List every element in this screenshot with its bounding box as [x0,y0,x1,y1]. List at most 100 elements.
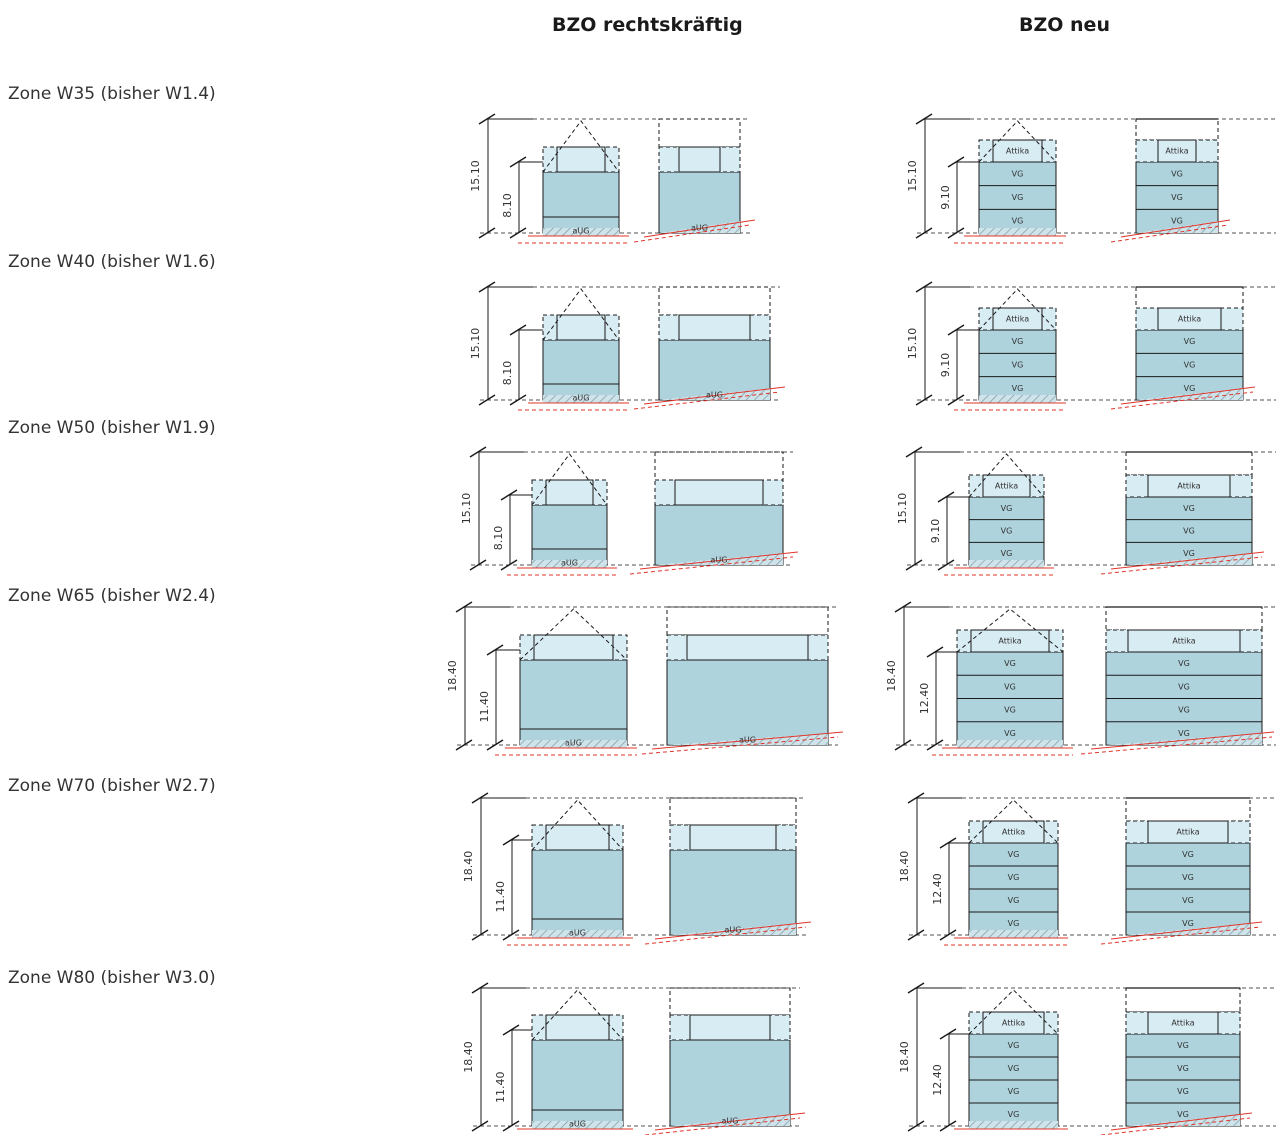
attic-block [545,1014,610,1041]
terrain-line [1110,391,1254,410]
vg-label: VG [1184,384,1196,393]
dimension-tick [478,281,496,293]
attic-block [678,146,721,173]
zone-diagram-6: 18.40 11.40 aUG aUG 18.40 12.40 VG VG VG VG Attika… [462,987,1276,1135]
terrain-line [639,551,799,570]
aug-label: aUG [569,929,586,938]
slope-hatch [1136,388,1243,400]
building-body [1135,329,1244,401]
building-body [669,1039,791,1127]
envelope [658,118,741,148]
building-body [666,659,829,746]
total-height-label: 15.10 [896,493,909,525]
vg-label: VG [1008,1064,1020,1073]
attika-label: Attika [995,482,1018,491]
roof-profile [542,288,620,341]
slope-hatch [1106,733,1262,745]
envelope [1125,451,1253,476]
envelope [654,451,784,481]
dimension-tick [500,489,518,501]
terrain-line [1110,921,1263,940]
aug-label: aUG [569,1120,586,1129]
dimension-tick [486,739,504,751]
vg-label: VG [1177,1064,1189,1073]
terrain-line [654,1112,806,1131]
dimension-tick [471,792,489,804]
basement-hatch [532,560,607,568]
zone-label: Zone W65 (bisher W2.4) [8,586,216,606]
vg-label: VG [1008,919,1020,928]
vg-label: VG [1012,384,1024,393]
zone-label: Zone W50 (bisher W1.9) [8,418,216,438]
attic-block [1127,629,1241,653]
roof-profile [978,120,1057,163]
total-height-label: 15.10 [469,328,482,360]
vg-label: VG [1008,1110,1020,1119]
eave-height-label: 8.10 [501,361,514,386]
building-body [531,1039,624,1127]
building-body [669,849,797,936]
slope-hatch [1126,553,1252,565]
total-height-label: 15.10 [460,493,473,525]
vg-label: VG [1012,193,1024,202]
vg-label: VG [1004,729,1016,738]
aug-label: aUG [691,224,708,233]
building-body [542,171,620,234]
dimension-tick [471,929,489,941]
eave-height-label: 12.40 [931,873,944,905]
vg-label: VG [1182,919,1194,928]
dimension-tick [915,227,933,239]
attika-label: Attika [1178,315,1201,324]
dimension-tick [926,739,944,751]
basement-hatch [532,1121,623,1129]
slope-hatch [667,733,828,745]
dimension-tick [947,156,965,168]
basement-hatch [543,228,619,236]
basement-hatch [532,930,623,938]
envelope [1135,286,1244,309]
vg-label: VG [1004,659,1016,668]
dimension-tick [478,227,496,239]
zone-diagram-4: 18.40 11.40 aUG aUG 18.40 12.40 VG VG VG VG Attika… [446,606,1276,756]
terrain-line [1100,926,1261,945]
zone-label: Zone W40 (bisher W1.6) [8,252,216,272]
attika-label: Attika [998,637,1021,646]
terrain-line [651,731,844,750]
dimension-tick [937,491,955,503]
dimension-tick [471,982,489,994]
attic-block [689,1014,771,1041]
attic-block [678,314,751,341]
aug-label: aUG [722,1117,739,1126]
dimension-tick [502,834,520,846]
basement-hatch [979,395,1056,403]
envelope [1125,987,1241,1013]
zone-diagram-1: 15.10 8.10 aUG aUG 15.10 9.10 VG VG VG Attika VG VG… [469,118,1276,244]
zone-diagram-2: 15.10 8.10 aUG aUG 15.10 9.10 VG VG VG Attika VG VG… [469,286,1276,411]
terrain-line [633,224,751,243]
dimension-tick [915,394,933,406]
total-height-label: 15.10 [906,160,919,192]
attic-block [982,474,1031,498]
dimension-tick [455,601,473,613]
vg-label: VG [1178,706,1190,715]
vg-label: VG [1182,850,1194,859]
vg-label: VG [1184,337,1196,346]
aug-label: aUG [561,559,578,568]
vg-label: VG [1182,873,1194,882]
aug-label: aUG [573,394,590,403]
envelope [1105,606,1263,631]
dimension-tick [915,281,933,293]
total-height-label: 18.40 [446,660,459,692]
vg-label: VG [1001,549,1013,558]
vg-label: VG [1182,896,1194,905]
total-height-label: 18.40 [885,660,898,692]
vg-label: VG [1008,873,1020,882]
vg-label: VG [1183,504,1195,513]
terrain-line [641,736,839,755]
terrain-line [1080,736,1273,755]
attika-label: Attika [1002,828,1025,837]
aug-label: aUG [565,739,582,748]
slope-hatch [670,923,796,935]
dimension-tick [471,1120,489,1132]
